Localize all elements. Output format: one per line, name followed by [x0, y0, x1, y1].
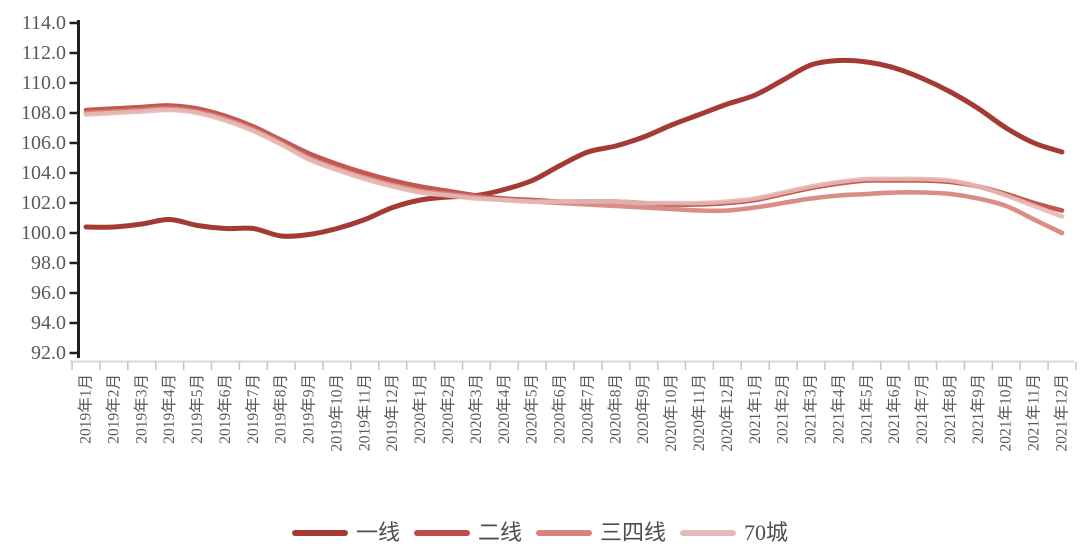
x-axis-label: 2021年10月: [997, 374, 1015, 452]
series-line-一线: [83, 57, 1065, 239]
x-axis-label: 2020年4月: [495, 374, 513, 444]
y-axis-label: 92.0: [31, 342, 66, 364]
x-axis-label: 2019年11月: [355, 374, 373, 451]
legend-label: 一线: [355, 520, 400, 545]
x-axis-label: 2021年8月: [941, 374, 959, 444]
x-axis: 2019年1月 2019年2月 2019年3月 2019年4月 2019年5月 2019年…: [70, 360, 1077, 452]
x-axis-label: 2019年9月: [300, 374, 318, 444]
x-axis-label: 2021年7月: [913, 374, 931, 444]
x-axis-label: 2021年6月: [885, 374, 903, 444]
series-lines: [83, 57, 1065, 239]
x-axis-label: 2021年9月: [969, 374, 987, 444]
x-axis-label: 2020年7月: [578, 374, 596, 444]
y-axis-label: 96.0: [31, 282, 66, 304]
y-axis-label: 100.0: [21, 222, 66, 244]
legend-swatch: [680, 530, 737, 536]
x-axis-label: 2021年11月: [1025, 374, 1043, 451]
y-axis-label: 98.0: [31, 252, 66, 274]
y-axis-label: 112.0: [22, 42, 66, 64]
x-axis-label: 2020年9月: [634, 374, 652, 444]
x-axis-label: 2020年1月: [411, 374, 429, 444]
x-axis-label: 2019年1月: [77, 374, 95, 444]
x-axis-label: 2019年3月: [132, 374, 150, 444]
x-axis-label: 2019年6月: [216, 374, 234, 444]
x-axis-label: 2021年5月: [857, 374, 875, 444]
legend-item: 一线: [291, 520, 400, 545]
x-axis-label: 2021年3月: [802, 374, 820, 444]
y-axis-label: 104.0: [21, 162, 66, 184]
x-axis-label: 2019年10月: [328, 374, 346, 452]
series-line-70城: [83, 107, 1065, 219]
y-axis: 92.0 94.0 96.0 98.0 100.0 102.0 104.0 106.0 108.…: [21, 12, 80, 364]
x-axis-label: 2019年12月: [383, 374, 401, 452]
x-axis-label: 2019年4月: [160, 374, 178, 444]
legend-swatch: [536, 530, 592, 536]
legend-item: 70城: [680, 522, 788, 544]
y-axis-label: 114.0: [22, 12, 66, 34]
legend-label: 70城: [744, 520, 789, 545]
x-axis-label: 2021年4月: [829, 374, 847, 444]
x-axis-label: 2020年10月: [662, 374, 680, 452]
legend-swatch: [291, 530, 348, 536]
legend-label: 三四线: [600, 520, 667, 545]
y-axis-label: 102.0: [21, 192, 66, 214]
y-axis-label: 108.0: [21, 102, 66, 124]
legend-swatch: [413, 530, 470, 536]
x-axis-label: 2020年12月: [718, 374, 736, 452]
legend-item: 二线: [413, 520, 522, 545]
legend-item: 三四线: [536, 522, 666, 544]
x-axis-label: 2020年3月: [467, 374, 485, 444]
x-axis-label: 2021年12月: [1053, 374, 1071, 452]
x-axis-label: 2019年5月: [188, 374, 206, 444]
y-axis-label: 110.0: [22, 72, 66, 94]
x-axis-label: 2020年2月: [439, 374, 457, 444]
chart-legend: 一线 二线 三四线 70城: [0, 512, 1080, 554]
x-axis-label: 2019年8月: [272, 374, 290, 444]
price-index-line-chart: 2019年1月 2019年2月 2019年3月 2019年4月 2019年5月 2019年…: [21, 12, 1077, 452]
x-axis-label: 2021年1月: [746, 374, 764, 444]
x-axis-label: 2019年7月: [244, 374, 262, 444]
x-axis-label: 2020年5月: [523, 374, 541, 444]
series-line-三四线: [83, 106, 1065, 236]
x-axis-label: 2020年8月: [606, 374, 624, 444]
x-axis-label: 2019年2月: [104, 374, 122, 444]
x-axis-label: 2020年6月: [551, 374, 569, 444]
y-axis-label: 106.0: [21, 132, 66, 154]
y-axis-label: 94.0: [31, 312, 66, 334]
x-axis-label: 2021年2月: [774, 374, 792, 444]
x-axis-label: 2020年11月: [690, 374, 708, 451]
legend-label: 二线: [477, 520, 522, 545]
